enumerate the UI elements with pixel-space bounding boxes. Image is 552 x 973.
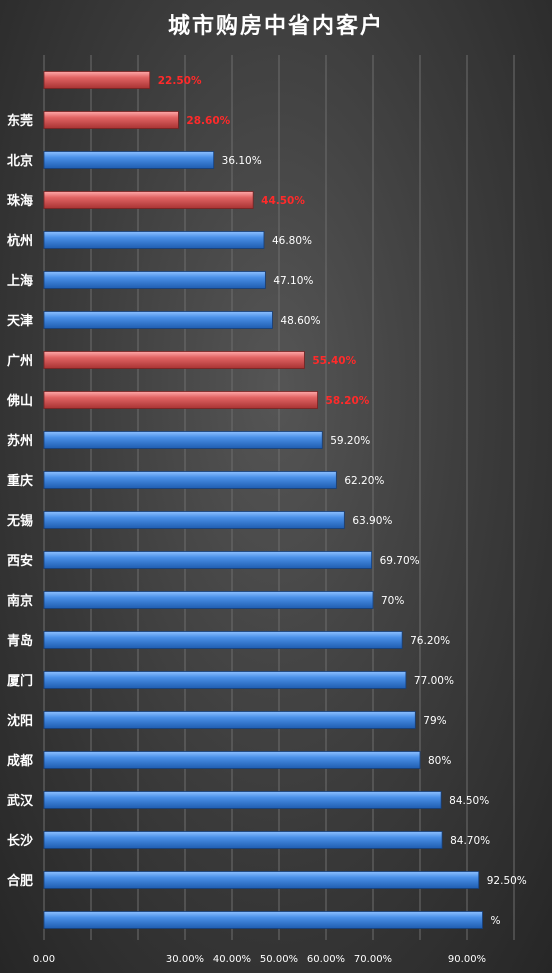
bar <box>43 751 421 769</box>
value-label: 92.50% <box>487 875 527 887</box>
category-label: 北京 <box>7 153 33 169</box>
value-label: 69.70% <box>380 555 420 567</box>
bar <box>43 471 337 489</box>
value-label: 47.10% <box>273 275 313 287</box>
bar <box>43 431 323 449</box>
value-label: 46.80% <box>272 235 312 247</box>
bar <box>43 591 374 609</box>
bar <box>43 791 442 809</box>
bar <box>43 71 151 89</box>
category-label: 苏州 <box>7 433 33 449</box>
value-label: 44.50% <box>261 195 305 207</box>
bar <box>43 151 215 169</box>
bar <box>43 551 372 569</box>
value-label: 63.90% <box>352 515 392 527</box>
bar <box>43 111 179 129</box>
labels: 22.50% 东莞 28.60% 北京 36.10% 珠海 44.50% 杭州 46.80% 上海… <box>6 75 527 927</box>
category-label: 杭州 <box>7 233 33 249</box>
value-label: 58.20% <box>326 395 370 407</box>
bar <box>43 631 403 649</box>
bar <box>43 391 318 409</box>
value-label: 62.20% <box>344 475 384 487</box>
bar <box>43 351 305 369</box>
x-tick-label: 70.00% <box>354 954 392 965</box>
category-label: 佛山 <box>6 393 33 409</box>
value-label: % <box>491 915 501 927</box>
x-tick-label: 60.00% <box>307 954 345 965</box>
value-label: 28.60% <box>186 115 230 127</box>
bars <box>43 71 483 929</box>
category-label: 合肥 <box>7 873 33 889</box>
category-label: 无锡 <box>6 513 33 529</box>
bar <box>43 911 483 929</box>
chart-title: 城市购房中省内客户 <box>167 14 384 39</box>
category-label: 东莞 <box>7 113 33 129</box>
category-label: 重庆 <box>7 473 33 489</box>
category-label: 天津 <box>7 313 33 329</box>
bar <box>43 191 254 209</box>
category-label: 厦门 <box>7 673 33 689</box>
category-label: 青岛 <box>7 633 33 649</box>
value-label: 36.10% <box>222 155 262 167</box>
value-label: 84.50% <box>449 795 489 807</box>
x-tick-label: 0.00 <box>33 954 55 965</box>
category-label: 武汉 <box>7 793 34 809</box>
category-label: 南京 <box>7 593 33 609</box>
value-label: 77.00% <box>414 675 454 687</box>
category-label: 沈阳 <box>7 713 33 729</box>
bar <box>43 511 345 529</box>
category-label: 长沙 <box>7 833 33 849</box>
category-label: 上海 <box>7 273 33 289</box>
bar <box>43 871 480 889</box>
bar <box>43 831 443 849</box>
x-tick-label: 50.00% <box>260 954 298 965</box>
category-label: 西安 <box>7 553 33 569</box>
category-label: 成都 <box>7 753 33 769</box>
value-label: 76.20% <box>410 635 450 647</box>
bar <box>43 671 407 689</box>
bar <box>43 311 273 329</box>
value-label: 59.20% <box>330 435 370 447</box>
category-label: 广州 <box>7 353 33 369</box>
x-tick-label: 30.00% <box>166 954 204 965</box>
value-label: 22.50% <box>158 75 202 87</box>
x-tick-label: 40.00% <box>213 954 251 965</box>
x-axis-ticks: 0.00 30.00% 40.00% 50.00% 60.00% 70.00% 90.00% <box>33 954 486 965</box>
bar <box>43 711 416 729</box>
value-label: 48.60% <box>280 315 320 327</box>
bar <box>43 271 266 289</box>
category-label: 珠海 <box>7 193 33 209</box>
bar <box>43 231 265 249</box>
value-label: 80% <box>428 755 451 767</box>
value-label: 55.40% <box>312 355 356 367</box>
x-tick-label: 90.00% <box>448 954 486 965</box>
value-label: 84.70% <box>450 835 490 847</box>
value-label: 70% <box>381 595 404 607</box>
value-label: 79% <box>423 715 446 727</box>
